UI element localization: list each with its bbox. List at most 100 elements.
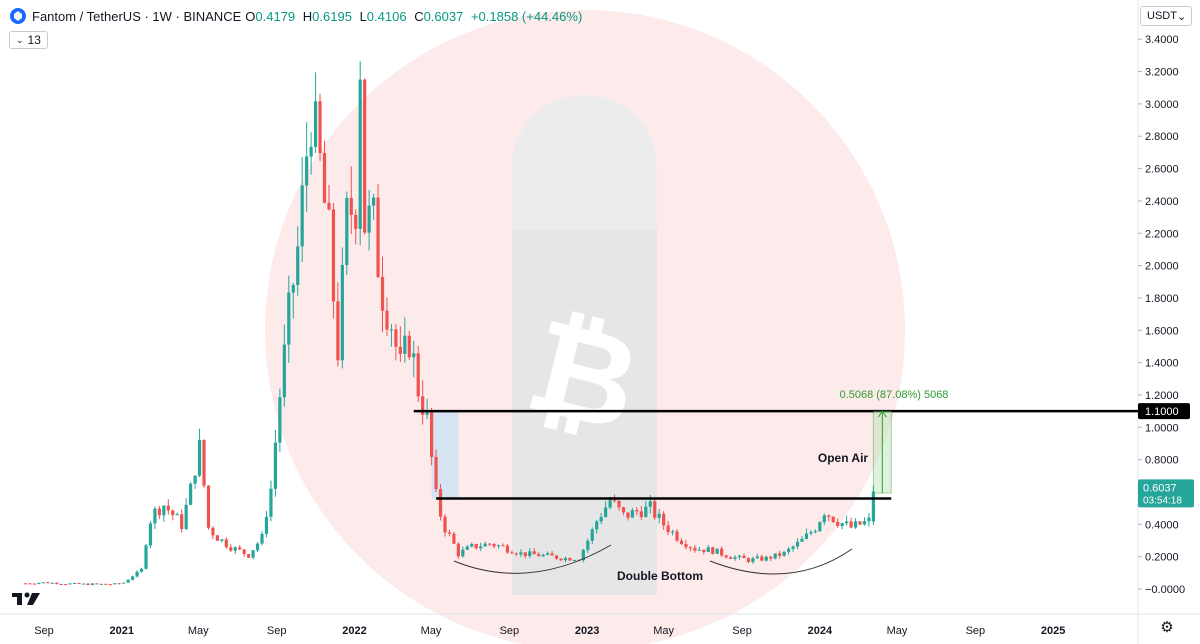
indicators-toggle[interactable]: ⌄ 13 — [9, 31, 48, 49]
candle-body — [684, 544, 688, 548]
x-tick-label: May — [887, 625, 908, 637]
candle-body — [202, 439, 206, 486]
candle-body — [229, 547, 233, 551]
candle-body — [679, 540, 684, 545]
candle — [264, 510, 269, 538]
y-tick-label: 1.6000 — [1145, 325, 1179, 337]
candle-body — [55, 582, 59, 585]
candle — [32, 583, 37, 585]
candle-body — [131, 576, 135, 580]
candle — [139, 567, 144, 573]
gear-icon[interactable]: ⚙ — [1160, 619, 1174, 636]
candle — [171, 509, 175, 521]
candle — [37, 582, 41, 585]
candle-body — [50, 582, 54, 584]
ohlc-values: O0.4179 H0.6195 L0.4106 C0.6037 +0.1858 … — [245, 8, 583, 24]
candle — [505, 543, 510, 554]
candle-body — [99, 583, 103, 585]
candle-body — [867, 517, 871, 522]
candle — [430, 407, 434, 466]
candle-body — [215, 535, 219, 541]
candle-body — [858, 521, 862, 525]
x-tick-label: Sep — [267, 625, 287, 637]
candle-body — [41, 582, 45, 584]
candle — [456, 542, 460, 560]
candle-body — [563, 558, 568, 561]
chevron-down-icon: ⌄ — [1176, 10, 1187, 23]
time-axis[interactable]: Sep 2021 May Sep 2022 May Sep 2023 May Sep 2024 May… — [34, 625, 1065, 637]
y-tick-label: 2.6000 — [1145, 164, 1179, 176]
candle — [572, 559, 576, 562]
candle — [313, 72, 318, 154]
price-axis[interactable]: 3.4000 3.2000 3.0000 2.8000 2.6000 2.4000 2.20… — [1138, 34, 1194, 596]
candle-body — [77, 583, 81, 585]
candle-body — [496, 545, 501, 547]
candle — [626, 512, 630, 521]
candle-body — [626, 512, 630, 518]
candle-body — [318, 101, 322, 154]
candle-body — [363, 79, 367, 233]
candle-body — [791, 546, 795, 549]
candle-body — [474, 543, 478, 549]
candle — [635, 506, 639, 516]
candle-body — [697, 549, 701, 551]
candle-body — [831, 516, 835, 523]
y-tick-label: 3.2000 — [1145, 67, 1179, 79]
candle — [639, 505, 643, 520]
y-tick-label: 2.2000 — [1145, 228, 1179, 240]
candle — [184, 498, 188, 531]
x-tick-label: May — [653, 625, 674, 637]
candle — [554, 555, 559, 560]
candle — [693, 545, 697, 553]
candle — [166, 499, 170, 515]
currency-selector[interactable]: USDT ⌄ — [1140, 6, 1192, 26]
candle-body — [220, 539, 224, 541]
candle — [617, 500, 621, 511]
candle-body — [648, 501, 652, 507]
symbol-title[interactable]: Fantom / TetherUS · 1W · BINANCE — [32, 8, 242, 24]
candle — [836, 518, 840, 528]
candle — [434, 449, 438, 493]
candle — [715, 548, 719, 554]
candle-body — [193, 475, 197, 484]
candle — [300, 157, 304, 262]
last-price-tag — [1138, 479, 1194, 508]
candle — [858, 520, 862, 526]
candle — [180, 509, 184, 533]
candle — [465, 544, 469, 551]
candle-body — [804, 533, 809, 539]
candle — [55, 582, 59, 585]
candle-body — [711, 547, 715, 554]
candle-body — [416, 353, 420, 397]
candle — [666, 520, 670, 536]
candle-body — [86, 583, 90, 585]
candle — [550, 551, 554, 556]
candle-body — [505, 545, 510, 553]
candle-body — [153, 508, 157, 524]
candle-body — [354, 214, 358, 229]
y-tick-label: 0.4000 — [1145, 519, 1179, 531]
candle-body — [322, 153, 327, 203]
candle — [831, 516, 835, 524]
candle — [135, 570, 139, 578]
candle — [318, 93, 322, 161]
candle-body — [550, 553, 554, 556]
resistance-price-tag — [1138, 403, 1190, 420]
y-tick-label: 0.2000 — [1145, 552, 1179, 564]
candle — [113, 583, 117, 585]
candle-body — [479, 546, 483, 549]
candle-body — [331, 209, 336, 302]
tradingview-logo-icon[interactable] — [12, 591, 42, 612]
candle-body — [421, 396, 425, 415]
candle-body — [273, 442, 278, 489]
candle — [755, 553, 759, 559]
candle — [99, 583, 103, 585]
candle-body — [773, 553, 777, 559]
candle — [782, 551, 786, 557]
candle-body — [113, 583, 117, 585]
candle — [144, 544, 148, 570]
candle-body — [492, 544, 496, 547]
candle-body — [81, 583, 86, 585]
candle-body — [666, 525, 670, 533]
